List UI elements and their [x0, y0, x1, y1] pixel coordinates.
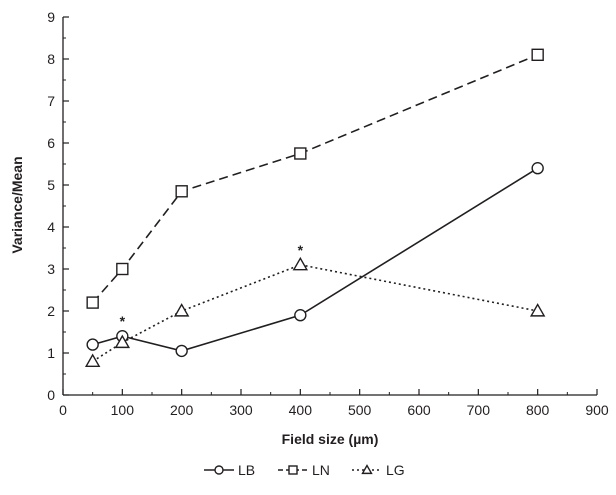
y-tick-label: 1 — [47, 345, 55, 361]
y-tick-label: 6 — [47, 135, 55, 151]
legend-item-lg: LG — [352, 462, 405, 478]
series-line-lg — [92, 263, 538, 363]
data-point-lb — [531, 161, 544, 175]
legend-item-ln: LN — [278, 462, 330, 478]
y-tick-label: 7 — [47, 93, 55, 109]
series-lb — [86, 161, 544, 358]
axes: 0 100 200 300 400 500 600 700 800 900 0 1 2 3 4 5 6 7 8 9 — [47, 9, 609, 418]
data-point-lg — [114, 334, 131, 349]
x-tick-label: 600 — [407, 402, 431, 418]
x-tick-label: 0 — [59, 402, 67, 418]
series-lg — [84, 256, 546, 367]
data-point-ln — [294, 147, 307, 160]
annotations: ** — [120, 242, 304, 329]
series-line-ln — [92, 54, 538, 304]
significance-marker: * — [298, 242, 304, 258]
x-tick-label: 400 — [289, 402, 313, 418]
legend-marker-lb — [214, 465, 224, 475]
x-tick-label: 900 — [585, 402, 609, 418]
legend-label: LG — [386, 462, 405, 478]
data-point-lg — [529, 303, 546, 317]
y-tick-label: 3 — [47, 261, 55, 277]
y-axis-title: Variance/Mean — [9, 156, 25, 253]
legend-marker-ln — [288, 465, 298, 475]
legend-label: LB — [238, 462, 255, 478]
x-tick-label: 100 — [111, 402, 135, 418]
y-tick-label: 0 — [47, 387, 55, 403]
data-point-lb — [86, 338, 99, 351]
y-tick-label: 5 — [47, 177, 55, 193]
legend-marker-lg — [361, 464, 373, 475]
x-tick-label: 800 — [526, 402, 550, 418]
series-ln — [86, 48, 544, 309]
data-point-ln — [116, 262, 129, 276]
x-tick-label: 200 — [170, 402, 194, 418]
series-layer — [84, 48, 546, 367]
data-point-lg — [173, 303, 190, 317]
y-tick-label: 4 — [47, 219, 55, 235]
data-point-lb — [175, 344, 188, 358]
data-point-lg — [292, 256, 309, 271]
significance-marker: * — [120, 313, 126, 329]
y-tick-label: 9 — [47, 9, 55, 25]
x-tick-label: 300 — [229, 402, 253, 418]
legend: LB LN LG — [204, 462, 405, 478]
x-tick-label: 500 — [348, 402, 372, 418]
y-tick-label: 8 — [47, 51, 55, 67]
data-point-lb — [294, 309, 307, 322]
data-point-ln — [531, 48, 544, 61]
legend-item-lb: LB — [204, 462, 255, 478]
legend-label: LN — [312, 462, 330, 478]
x-tick-label: 700 — [467, 402, 491, 418]
data-point-lg — [84, 353, 101, 367]
data-point-ln — [175, 185, 188, 198]
data-point-ln — [86, 296, 99, 309]
y-tick-label: 2 — [47, 303, 55, 319]
x-axis-title: Field size (µm) — [282, 431, 379, 447]
